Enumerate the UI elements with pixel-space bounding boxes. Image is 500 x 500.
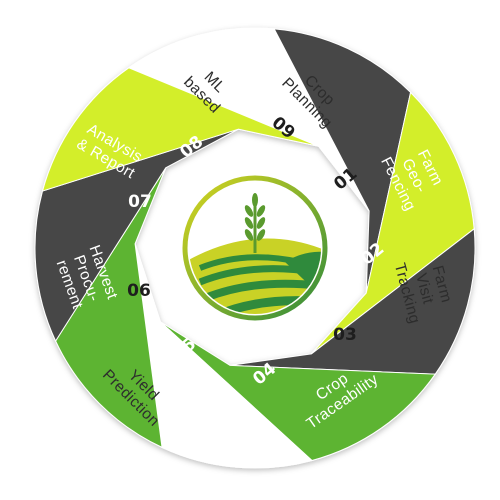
wheat-icon — [244, 193, 266, 253]
logo-ring — [182, 175, 328, 321]
segment-07-number: 07 — [128, 192, 152, 212]
wheat-field-logo-icon — [173, 166, 337, 330]
segment-blades — [34, 27, 476, 469]
segment-03-number: 03 — [333, 325, 357, 345]
segment-09-blade — [41, 67, 319, 192]
segment-06-number: 06 — [127, 281, 151, 301]
